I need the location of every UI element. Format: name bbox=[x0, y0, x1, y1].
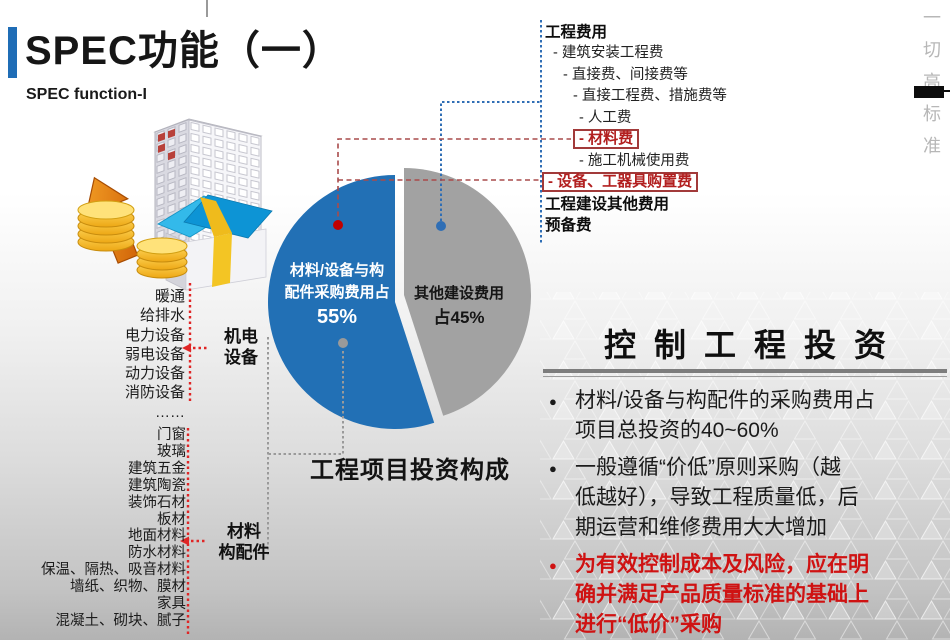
pie-gray-percent: 占45% bbox=[433, 308, 485, 327]
fee-item-highlighted: - 材料费 bbox=[545, 129, 775, 151]
side-note-vertical-text: 一切高标准 bbox=[918, 8, 944, 208]
list-item: 建筑五金 bbox=[128, 460, 186, 477]
bullet-item: 材料/设备与构配件的采购费用占 项目总投资的40~60% bbox=[543, 386, 949, 446]
page-title: SPEC功能（一） bbox=[25, 29, 343, 73]
top-divider-tick bbox=[206, 0, 208, 17]
fee-item: - 人工费 bbox=[579, 109, 632, 126]
list-item: 建筑陶瓷 bbox=[128, 477, 186, 494]
connector-lines bbox=[180, 20, 571, 636]
fee-item: 工程费用 bbox=[545, 24, 608, 41]
pie-slice-blue bbox=[268, 175, 435, 429]
fee-item: - 直接费、间接费等 bbox=[563, 66, 688, 83]
list-item: 动力设备 bbox=[124, 365, 185, 383]
pie-blue-percent: 55% bbox=[316, 306, 358, 328]
fee-item: - 直接工程费、措施费等 bbox=[573, 88, 727, 105]
construction-illustration bbox=[77, 118, 273, 291]
list-item: 墙纸、织物、膜材 bbox=[70, 579, 186, 596]
gray-dot bbox=[338, 338, 348, 348]
list-item: 给排水 bbox=[139, 307, 185, 325]
mech-elec-label: 机电 设备 bbox=[224, 327, 258, 367]
materials-label: 材料 构配件 bbox=[218, 522, 270, 562]
right-panel-bullets: 材料/设备与构配件的采购费用占 项目总投资的40~60% 一般遵循“价低”原则采… bbox=[543, 386, 949, 640]
blue-dot bbox=[436, 221, 446, 231]
list-item: 电力设备 bbox=[124, 326, 185, 344]
pie-slice-gray bbox=[404, 168, 532, 416]
heading-rule-thin bbox=[543, 376, 947, 377]
arrow-left-icon bbox=[180, 536, 189, 546]
list-item: 暖通 bbox=[154, 288, 185, 305]
list-item: 弱电设备 bbox=[124, 345, 185, 363]
right-panel-heading: 控制工程投资 bbox=[603, 327, 904, 363]
list-item: 家具 bbox=[157, 596, 186, 613]
fee-breakdown-list: 工程费用 - 建筑安装工程费 - 直接费、间接费等 - 直接工程费、措施费等 -… bbox=[542, 22, 775, 236]
list-item: 保温、隔热、吸音材料 bbox=[41, 562, 186, 579]
list-item: 板材 bbox=[157, 511, 186, 528]
pie-chart bbox=[268, 168, 532, 429]
pie-gray-text: 其他建设费用 bbox=[413, 285, 504, 302]
bullet-item-warning: 为有效控制成本及风险，应在明 确并满足产品质量标准的基础上 进行“低价”采购 bbox=[543, 550, 949, 640]
list-item: 防水材料 bbox=[128, 545, 186, 562]
list-item: 混凝土、砌块、腻子 bbox=[55, 612, 187, 629]
pie-label-blue: 材料/设备与构 配件采购费用占 55% bbox=[272, 260, 402, 330]
list-item: 地面材料 bbox=[128, 528, 186, 545]
coins-illustration bbox=[77, 200, 188, 279]
list-item: 玻璃 bbox=[157, 443, 186, 460]
materials-list: 门窗 玻璃 建筑五金 建筑陶瓷 装饰石材 板材 地面材料 防水材料 保温、隔热、… bbox=[10, 427, 186, 630]
arrow-left-icon bbox=[182, 343, 191, 353]
mech-elec-list: 暖通 给排水 电力设备 弱电设备 动力设备 消防设备 …… bbox=[60, 287, 185, 422]
side-black-marker bbox=[914, 86, 944, 98]
pie-blue-text: 材料/设备与构 配件采购费用占 bbox=[284, 262, 390, 301]
red-dot bbox=[333, 220, 343, 230]
pie-label-gray: 其他建设费用 占45% bbox=[403, 283, 515, 331]
list-item: …… bbox=[155, 403, 185, 421]
fee-item: 预备费 bbox=[545, 217, 592, 235]
list-item: 门窗 bbox=[157, 427, 186, 443]
fee-item: - 施工机械使用费 bbox=[579, 152, 690, 169]
fee-item-material-cost: - 材料费 bbox=[573, 129, 640, 150]
pie-caption: 工程项目投资构成 bbox=[310, 457, 510, 484]
fee-item: - 建筑安装工程费 bbox=[553, 45, 664, 62]
fee-item-equipment-cost: - 设备、工器具购置费 bbox=[542, 172, 699, 193]
bullet-item: 一般遵循“价低”原则采购（越 低越好），导致工程质量低，后 期运营和维修费用大大… bbox=[543, 453, 949, 543]
side-black-marker-line bbox=[944, 90, 950, 92]
page-subtitle: SPEC function-I bbox=[26, 86, 147, 103]
title-accent-bar bbox=[8, 27, 17, 78]
fee-item-highlighted: - 设备、工器具购置费 bbox=[542, 172, 775, 194]
list-item: 消防设备 bbox=[124, 384, 185, 402]
list-item: 装饰石材 bbox=[128, 494, 186, 511]
heading-rule bbox=[543, 369, 947, 373]
fee-item: 工程建设其他费用 bbox=[545, 195, 670, 213]
